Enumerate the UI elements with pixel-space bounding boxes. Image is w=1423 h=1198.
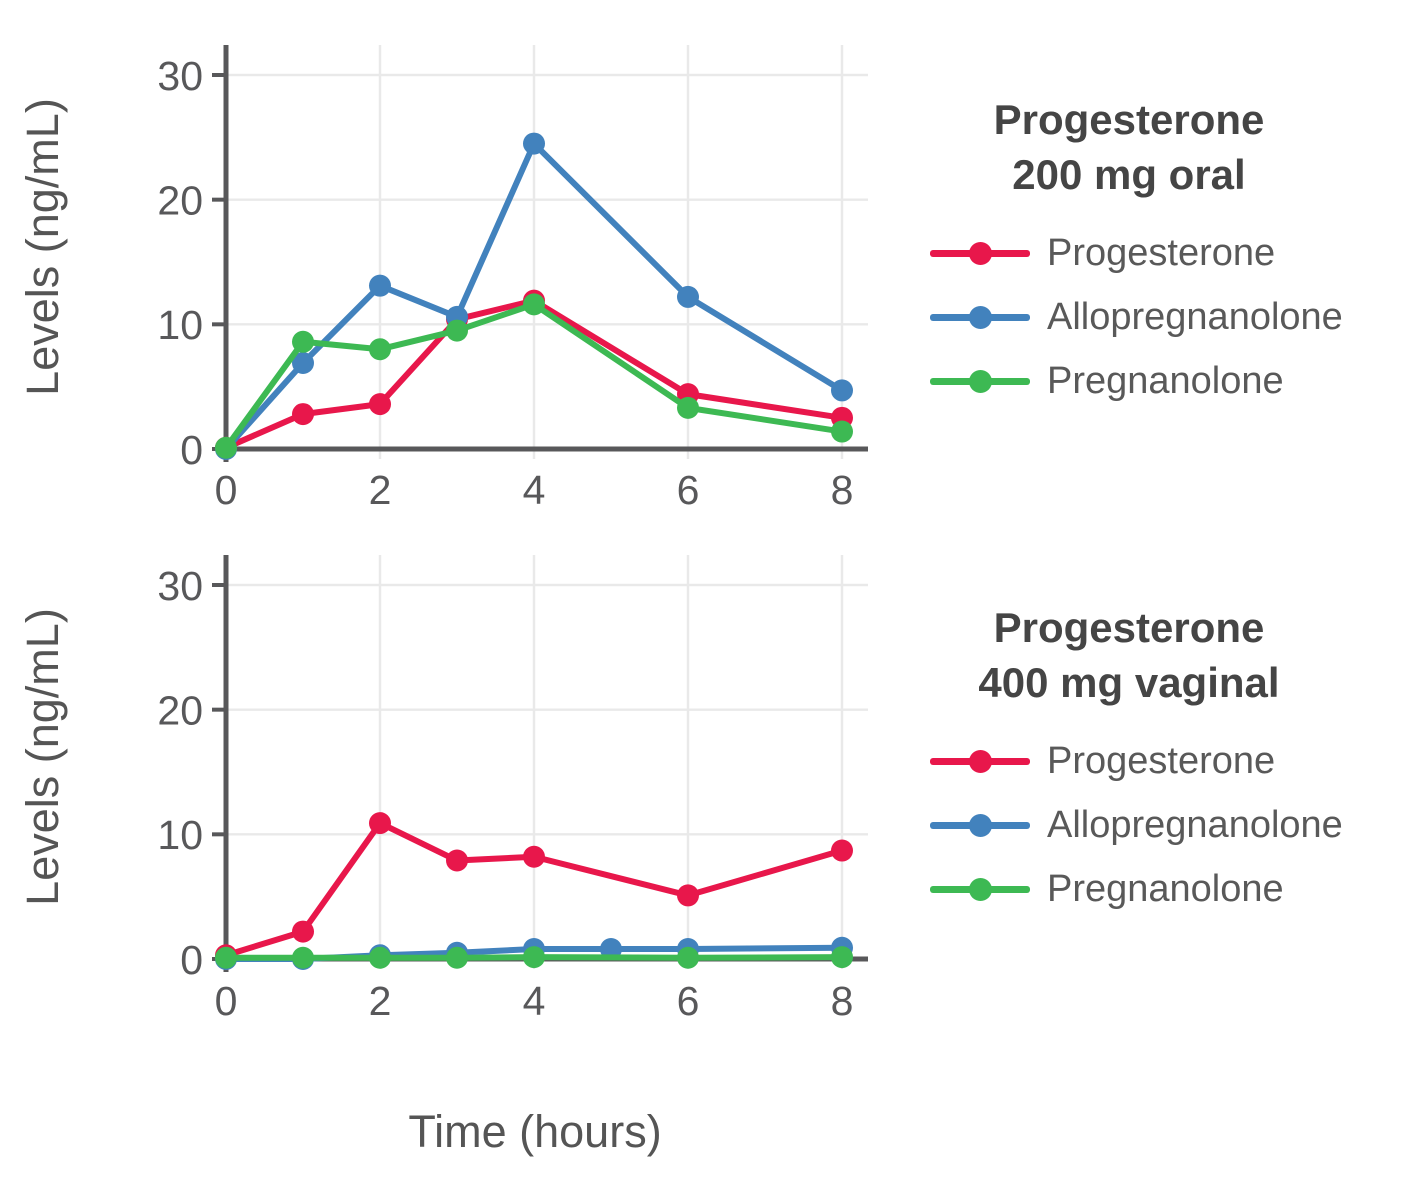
y-tick-label: 0	[180, 937, 203, 983]
legend-item-allopregnanolone: Allopregnanolone	[930, 285, 1390, 349]
data-point-allopregnanolone	[292, 351, 314, 374]
data-point-pregnanolone	[369, 946, 391, 969]
legend-item-pregnanolone: Pregnanolone	[930, 349, 1390, 413]
data-point-progesterone	[369, 812, 391, 835]
x-axis-title: Time (hours)	[408, 1106, 661, 1157]
y-tick-label: 0	[180, 427, 203, 473]
legend-item-progesterone: Progesterone	[930, 221, 1390, 285]
y-tick-label: 20	[157, 177, 203, 223]
y-tick-label: 30	[157, 563, 203, 609]
plot-panel-top: 0 10 20 30 0 2 4 6 8 Levels (ng/mL)	[17, 45, 868, 513]
plot-panel-bottom: 0 10 20 30 0 2 4 6 8 Levels (ng/mL)	[17, 555, 868, 1024]
data-point-pregnanolone	[831, 946, 853, 969]
data-point-pregnanolone	[446, 946, 468, 969]
data-point-progesterone	[369, 393, 391, 416]
legend-label: Allopregnanolone	[1047, 295, 1343, 338]
legend-swatch-allopregnanolone-icon	[930, 813, 1030, 837]
data-point-pregnanolone	[831, 420, 853, 443]
legend-label: Progesterone	[1047, 739, 1276, 782]
legend-label: Allopregnanolone	[1047, 803, 1343, 846]
x-tick-label: 0	[215, 978, 238, 1024]
data-point-pregnanolone	[369, 338, 391, 361]
y-tick-label: 10	[157, 812, 203, 858]
legend-item-pregnanolone: Pregnanolone	[930, 857, 1390, 921]
data-point-pregnanolone	[292, 946, 314, 969]
legend-swatch-allopregnanolone-icon	[930, 305, 1030, 329]
data-point-pregnanolone	[677, 946, 699, 969]
data-point-progesterone	[677, 884, 699, 907]
data-point-progesterone	[292, 920, 314, 943]
data-point-allopregnanolone	[677, 285, 699, 308]
data-point-pregnanolone	[446, 319, 468, 342]
legend-vaginal: Progesterone 400 mg vaginal Progesterone…	[930, 600, 1390, 921]
legend-title-vaginal: Progesterone 400 mg vaginal	[978, 604, 1280, 706]
x-tick-label: 4	[523, 978, 546, 1024]
legend-swatch-progesterone-icon	[930, 749, 1030, 773]
y-tick-label: 30	[157, 53, 203, 99]
x-tick-label: 8	[831, 467, 854, 513]
x-tick-label: 8	[831, 978, 854, 1024]
data-point-pregnanolone	[215, 946, 237, 969]
data-point-progesterone	[446, 849, 468, 872]
y-axis-title: Levels (ng/mL)	[17, 98, 68, 396]
data-point-progesterone	[523, 845, 545, 868]
x-tick-label: 2	[369, 467, 392, 513]
data-point-progesterone	[831, 839, 853, 862]
y-tick-label: 20	[157, 687, 203, 733]
x-tick-label: 6	[677, 467, 700, 513]
legend-oral: Progesterone 200 mg oral Progesterone Al…	[930, 92, 1390, 413]
x-tick-label: 2	[369, 978, 392, 1024]
data-point-pregnanolone	[292, 330, 314, 353]
legend-items: Progesterone Allopregnanolone Pregnanolo…	[930, 729, 1390, 921]
data-point-allopregnanolone	[831, 379, 853, 402]
data-point-allopregnanolone	[369, 274, 391, 297]
data-point-progesterone	[292, 403, 314, 426]
legend-label: Progesterone	[1047, 231, 1276, 274]
y-tick-label: 10	[157, 302, 203, 348]
data-point-pregnanolone	[677, 396, 699, 419]
legend-swatch-pregnanolone-icon	[930, 877, 1030, 901]
legend-item-progesterone: Progesterone	[930, 729, 1390, 793]
data-point-pregnanolone	[523, 293, 545, 316]
y-axis-title: Levels (ng/mL)	[17, 608, 68, 906]
legend-swatch-pregnanolone-icon	[930, 369, 1030, 393]
data-point-pregnanolone	[215, 436, 237, 459]
legend-items: Progesterone Allopregnanolone Pregnanolo…	[930, 221, 1390, 413]
data-point-pregnanolone	[523, 946, 545, 969]
legend-title-oral: Progesterone 200 mg oral	[993, 96, 1265, 198]
legend-label: Pregnanolone	[1047, 867, 1284, 910]
x-tick-label: 0	[215, 467, 238, 513]
x-tick-label: 4	[523, 467, 546, 513]
legend-swatch-progesterone-icon	[930, 241, 1030, 265]
legend-item-allopregnanolone: Allopregnanolone	[930, 793, 1390, 857]
x-tick-label: 6	[677, 978, 700, 1024]
legend-label: Pregnanolone	[1047, 359, 1284, 402]
data-point-allopregnanolone	[523, 132, 545, 155]
